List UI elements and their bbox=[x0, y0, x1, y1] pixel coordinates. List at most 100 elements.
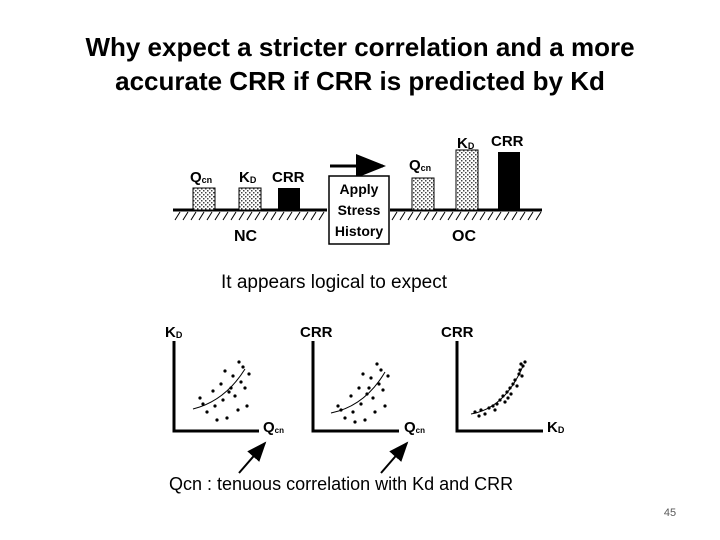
scatter-dot bbox=[215, 418, 219, 422]
ground-hatching bbox=[174, 211, 542, 221]
hatch-mark bbox=[535, 211, 542, 221]
hatch-mark bbox=[415, 211, 422, 221]
hatch-mark bbox=[198, 211, 205, 221]
scatter-dot bbox=[343, 416, 347, 420]
scatter-dot bbox=[369, 376, 373, 380]
hatch-mark bbox=[463, 211, 470, 221]
scatter-dot bbox=[491, 404, 495, 408]
bottom-caption: Qcn : tenuous correlation with Kd and CR… bbox=[169, 474, 513, 494]
scatter-dot bbox=[511, 382, 515, 386]
scatter-dot bbox=[505, 390, 509, 394]
nc-label: NC bbox=[234, 228, 258, 245]
scatter-dot bbox=[223, 369, 227, 373]
hatch-mark bbox=[286, 211, 293, 221]
page-number: 45 bbox=[663, 507, 677, 519]
scatter-dot bbox=[225, 416, 229, 420]
scatter-dot bbox=[243, 386, 247, 390]
scatter-dot bbox=[381, 388, 385, 392]
scatter-dot bbox=[227, 390, 231, 394]
hatch-mark bbox=[455, 211, 462, 221]
plot-3-axes bbox=[455, 341, 543, 433]
box-line-1: Apply bbox=[340, 181, 379, 197]
hatch-mark bbox=[278, 211, 285, 221]
scatter-dot bbox=[201, 402, 205, 406]
hatch-mark bbox=[262, 211, 269, 221]
scatter-dot bbox=[498, 398, 502, 402]
scatter-dot bbox=[506, 396, 510, 400]
plot-3: CRR KD bbox=[441, 324, 565, 436]
oc-kd-label: KD bbox=[457, 135, 475, 152]
hatch-mark bbox=[222, 211, 229, 221]
hatch-mark bbox=[206, 211, 213, 221]
plot-1-axes bbox=[172, 341, 259, 433]
middle-caption: It appears logical to expect bbox=[221, 272, 448, 293]
hatch-mark bbox=[246, 211, 253, 221]
scatter-dot bbox=[501, 394, 505, 398]
scatter-dot bbox=[336, 404, 340, 408]
nc-qcn-label: Qcn bbox=[190, 169, 212, 186]
scatter-dot bbox=[221, 398, 225, 402]
scatter-dot bbox=[219, 382, 223, 386]
plot-1-scatter bbox=[198, 360, 251, 422]
plot-2-y-label: CRR bbox=[300, 324, 333, 341]
hatch-mark bbox=[182, 211, 189, 221]
scatter-dot bbox=[245, 404, 249, 408]
oc-crr-label: CRR bbox=[491, 133, 524, 150]
slide-title: Why expect a stricter correlation and a … bbox=[0, 30, 720, 98]
nc-qcn-bar bbox=[192, 187, 216, 211]
scatter-dot bbox=[513, 378, 517, 382]
plot-3-x-label: KD bbox=[547, 419, 565, 436]
scatter-dot bbox=[351, 410, 355, 414]
hatch-mark bbox=[254, 211, 261, 221]
scatter-dot bbox=[213, 404, 217, 408]
scatter-dot bbox=[477, 414, 481, 418]
scatter-dot bbox=[520, 374, 524, 378]
hatch-mark bbox=[527, 211, 534, 221]
hatch-mark bbox=[318, 211, 325, 221]
scatter-dot bbox=[241, 365, 245, 369]
hatch-mark bbox=[407, 211, 414, 221]
arrow-icon bbox=[238, 441, 267, 474]
plot-2-x-label: Qcn bbox=[404, 419, 425, 436]
hatch-mark bbox=[214, 211, 221, 221]
scatter-dot bbox=[211, 389, 215, 393]
scatter-dot bbox=[375, 362, 379, 366]
scatter-dot bbox=[386, 374, 390, 378]
hatch-mark bbox=[487, 211, 494, 221]
scatter-dot bbox=[508, 386, 512, 390]
scatter-dot bbox=[357, 386, 361, 390]
scatter-dot bbox=[373, 410, 377, 414]
scatter-dot bbox=[483, 412, 487, 416]
plot-2-trend-curve bbox=[330, 371, 386, 414]
nc-kd-bar bbox=[238, 187, 262, 211]
plot-2-scatter bbox=[336, 362, 390, 424]
slide-title-line-2: accurate CRR if CRR is predicted by Kd bbox=[115, 66, 605, 96]
plot-1-x-label: Qcn bbox=[263, 419, 284, 436]
scatter-dot bbox=[517, 372, 521, 376]
plot-3-trend-curve bbox=[470, 365, 524, 415]
hatch-mark bbox=[511, 211, 518, 221]
hatch-mark bbox=[391, 211, 398, 221]
hatch-mark bbox=[302, 211, 309, 221]
scatter-dot bbox=[509, 392, 513, 396]
hatch-mark bbox=[447, 211, 454, 221]
scatter-dot bbox=[229, 386, 233, 390]
hatch-mark bbox=[479, 211, 486, 221]
scatter-dot bbox=[493, 408, 497, 412]
oc-crr-bar bbox=[498, 152, 520, 210]
hatch-mark bbox=[270, 211, 277, 221]
hatch-mark bbox=[439, 211, 446, 221]
scatter-dot bbox=[377, 382, 381, 386]
scatter-dot bbox=[233, 394, 237, 398]
plot-1-trend-curve bbox=[192, 368, 246, 410]
hatch-mark bbox=[190, 211, 197, 221]
scatter-dot bbox=[198, 396, 202, 400]
scatter-dot bbox=[247, 372, 251, 376]
scatter-dot bbox=[237, 360, 241, 364]
plot-1-y-label: KD bbox=[165, 324, 183, 341]
scatter-dot bbox=[231, 374, 235, 378]
hatch-mark bbox=[519, 211, 526, 221]
scatter-dot bbox=[236, 408, 240, 412]
scatter-dot bbox=[371, 396, 375, 400]
hatch-mark bbox=[495, 211, 502, 221]
